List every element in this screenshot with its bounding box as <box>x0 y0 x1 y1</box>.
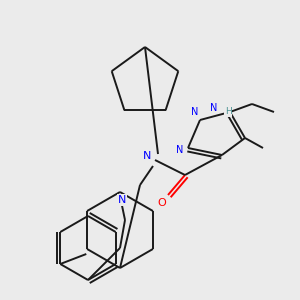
Text: N: N <box>191 107 199 117</box>
Text: N: N <box>143 151 151 161</box>
Text: N: N <box>118 195 126 205</box>
Text: O: O <box>158 198 166 208</box>
Text: N: N <box>210 103 218 113</box>
Text: H: H <box>225 107 231 116</box>
Text: N: N <box>176 145 184 155</box>
